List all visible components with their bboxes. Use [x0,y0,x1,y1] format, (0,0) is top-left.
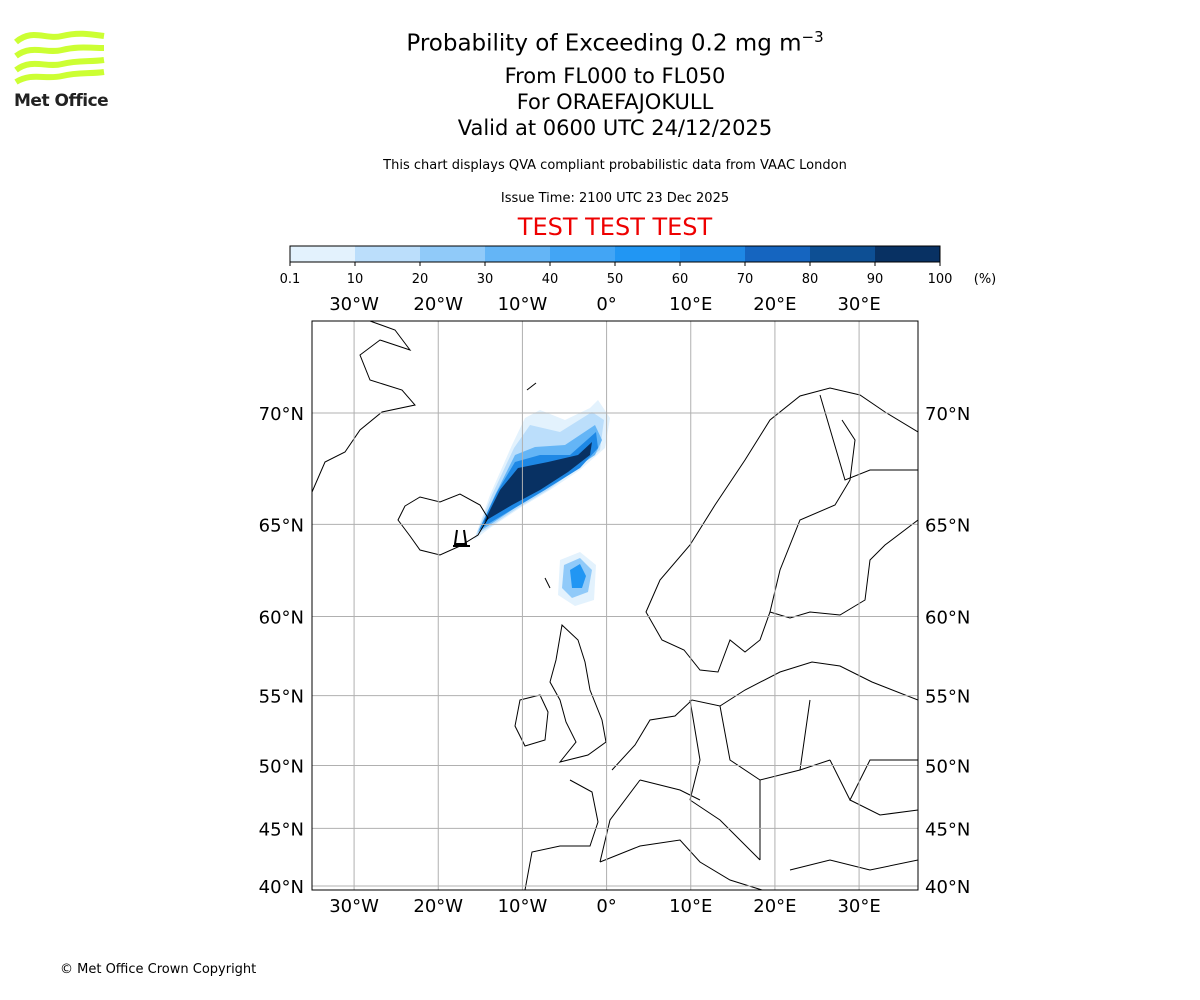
lon-label-top: 10°W [498,294,548,315]
lat-label-left: 40°N [259,877,304,898]
volcano-name: For ORAEFAJOKULL [516,90,714,114]
faroes [544,577,551,589]
greenland-coast [312,321,416,493]
lon-label-top: 30°E [837,294,880,315]
colorbar-swatch [355,246,421,262]
lon-label-top: 10°E [669,294,712,315]
lon-label-top: 0° [596,294,616,315]
met-office-logo [14,30,105,85]
scandinavia-coast [645,387,918,673]
copyright: © Met Office Crown Copyright [60,962,257,977]
lon-label-bottom: 30°E [837,896,880,917]
colorbar-tick-label: 60 [672,272,689,287]
lat-label-right: 65°N [925,515,970,536]
gridlines [312,321,918,890]
colorbar-unit: (%) [974,272,997,287]
baltic-coast [769,419,856,613]
chart-title: Probability of Exceeding 0.2 mg m−3 [406,28,824,57]
lat-label-left: 55°N [259,687,304,708]
colorbar-tick-label: 50 [607,272,624,287]
coastlines [312,321,918,890]
lat-label-left: 50°N [259,756,304,777]
plume-band [484,442,592,522]
lat-label-left: 60°N [259,608,304,629]
logo-text: Met Office [14,91,109,111]
lat-label-right: 45°N [925,819,970,840]
colorbar-swatch [680,246,746,262]
uk-coast [549,623,607,763]
test-banner: TEST TEST TEST [517,213,713,241]
colorbar-tick-label: 80 [802,272,819,287]
colorbar-swatch [550,246,616,262]
colorbar: 0.1 10 20 30 40 50 60 70 80 90 100 (%) [280,245,997,287]
colorbar-swatch [875,246,941,262]
lon-label-top: 20°W [413,294,463,315]
colorbar-swatch [745,246,811,262]
colorbar-swatch [810,246,876,262]
valid-time: Valid at 0600 UTC 24/12/2025 [457,116,773,140]
plume-band [570,564,586,588]
issue-time: Issue Time: 2100 UTC 23 Dec 2025 [500,191,730,206]
subtitle: This chart displays QVA compliant probab… [383,158,847,173]
lat-label-left: 70°N [259,404,304,425]
colorbar-tick-label: 10 [347,272,364,287]
europe-coast [524,661,918,890]
colorbar-tick-label: 70 [737,272,754,287]
colorbar-tick-label: 40 [542,272,559,287]
colorbar-tick-label: 30 [477,272,494,287]
lon-label-bottom: 20°E [753,896,796,917]
lon-label-bottom: 10°E [669,896,712,917]
lat-label-right: 40°N [925,877,970,898]
finland-border [819,394,918,481]
colorbar-tick-label: 100 [928,272,953,287]
colorbar-swatch [615,246,681,262]
lon-label-top: 20°E [753,294,796,315]
colorbar-swatch [290,246,356,262]
lat-label-right: 50°N [925,756,970,777]
jan-mayen [526,382,537,391]
lat-label-right: 55°N [925,687,970,708]
lat-label-left: 65°N [259,515,304,536]
lat-label-left: 45°N [259,819,304,840]
lon-label-bottom: 30°W [329,896,379,917]
colorbar-swatch [485,246,551,262]
lon-label-bottom: 20°W [413,896,463,917]
ireland-coast [514,694,549,747]
country-borders [599,699,918,863]
lat-label-right: 70°N [925,404,970,425]
lon-label-top: 30°W [329,294,379,315]
lat-label-right: 60°N [925,608,970,629]
iceland-coast [397,493,489,556]
lon-label-bottom: 10°W [498,896,548,917]
colorbar-tick-label: 90 [867,272,884,287]
ash-plume [474,400,610,606]
colorbar-swatch [420,246,486,262]
map-frame [311,320,919,891]
colorbar-tick-label: 20 [412,272,429,287]
axis-labels: 30°W 30°W 20°W 20°W 10°W 10°W 0° 0° 10°E 10°E 20°E… [259,294,971,917]
flight-levels: From FL000 to FL050 [504,64,726,88]
lon-label-bottom: 0° [596,896,616,917]
volcano-marker [453,529,470,547]
colorbar-tick-label: 0.1 [280,272,301,287]
